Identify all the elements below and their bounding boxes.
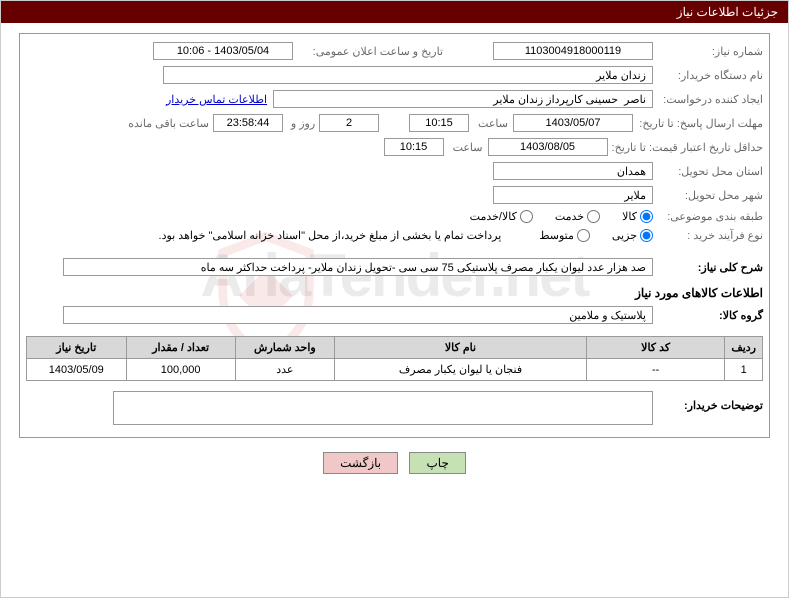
city-label: شهر محل تحویل: bbox=[653, 189, 763, 202]
row-buyer-org: نام دستگاه خریدار: bbox=[26, 66, 763, 84]
validity-time-field[interactable] bbox=[384, 138, 444, 156]
title-bar: جزئیات اطلاعات نیاز bbox=[1, 1, 788, 23]
cat-both-option[interactable]: کالا/خدمت bbox=[470, 210, 533, 223]
row-province: استان محل تحویل: bbox=[26, 162, 763, 180]
td-unit: عدد bbox=[235, 359, 334, 381]
back-button[interactable]: بازگشت bbox=[323, 452, 398, 474]
group-field[interactable] bbox=[63, 306, 653, 324]
row-req-no: شماره نیاز: تاریخ و ساعت اعلان عمومی: bbox=[26, 42, 763, 60]
buyer-notes-label: توضیحات خریدار: bbox=[653, 391, 763, 412]
time-label-2: ساعت bbox=[444, 141, 488, 154]
validity-date-field[interactable] bbox=[488, 138, 608, 156]
td-row: 1 bbox=[725, 359, 763, 381]
proc-med-option[interactable]: متوسط bbox=[539, 229, 590, 242]
th-qty: تعداد / مقدار bbox=[126, 337, 235, 359]
proc-small-radio[interactable] bbox=[640, 229, 653, 242]
th-unit: واحد شمارش bbox=[235, 337, 334, 359]
province-field[interactable] bbox=[493, 162, 653, 180]
announce-label: تاریخ و ساعت اعلان عمومی: bbox=[293, 45, 443, 58]
print-button[interactable]: چاپ bbox=[409, 452, 465, 474]
row-buyer-notes: توضیحات خریدار: bbox=[26, 391, 763, 425]
cat-good-radio[interactable] bbox=[640, 210, 653, 223]
th-row: ردیف bbox=[725, 337, 763, 359]
desc-field[interactable] bbox=[63, 258, 653, 276]
th-code: کد کالا bbox=[586, 337, 724, 359]
row-category: طبقه بندی موضوعی: کالا خدمت کالا/خدمت bbox=[26, 210, 763, 223]
buyer-notes-box[interactable] bbox=[113, 391, 653, 425]
category-label: طبقه بندی موضوعی: bbox=[653, 210, 763, 223]
content-area: شماره نیاز: تاریخ و ساعت اعلان عمومی: نا… bbox=[1, 23, 788, 484]
td-code: -- bbox=[586, 359, 724, 381]
contact-link[interactable]: اطلاعات تماس خریدار bbox=[166, 93, 267, 106]
process-label: نوع فرآیند خرید : bbox=[653, 229, 763, 242]
validity-label: حداقل تاریخ اعتبار قیمت: تا تاریخ: bbox=[608, 141, 763, 154]
category-radio-group: کالا خدمت کالا/خدمت bbox=[452, 210, 653, 223]
group-label: گروه کالا: bbox=[653, 309, 763, 322]
cat-service-option[interactable]: خدمت bbox=[555, 210, 600, 223]
proc-small-option[interactable]: جزیی bbox=[612, 229, 653, 242]
row-deadline: مهلت ارسال پاسخ: تا تاریخ: ساعت روز و سا… bbox=[26, 114, 763, 132]
proc-med-radio[interactable] bbox=[577, 229, 590, 242]
goods-table: ردیف کد کالا نام کالا واحد شمارش تعداد /… bbox=[26, 336, 763, 381]
req-no-label: شماره نیاز: bbox=[653, 45, 763, 58]
buyer-org-label: نام دستگاه خریدار: bbox=[653, 69, 763, 82]
hours-suffix: ساعت باقی مانده bbox=[123, 117, 213, 130]
requester-label: ایجاد کننده درخواست: bbox=[653, 93, 763, 106]
row-process: نوع فرآیند خرید : جزیی متوسط پرداخت تمام… bbox=[26, 229, 763, 242]
days-field[interactable] bbox=[319, 114, 379, 132]
table-row: 1 -- فنجان یا لیوان یکبار مصرف عدد 100,0… bbox=[27, 359, 763, 381]
days-suffix: روز و bbox=[283, 117, 319, 130]
announce-field[interactable] bbox=[153, 42, 293, 60]
time-label-1: ساعت bbox=[469, 117, 513, 130]
province-label: استان محل تحویل: bbox=[653, 165, 763, 178]
deadline-label: مهلت ارسال پاسخ: تا تاریخ: bbox=[633, 117, 763, 130]
th-date: تاریخ نیاز bbox=[27, 337, 127, 359]
hours-field[interactable] bbox=[213, 114, 283, 132]
button-bar: چاپ بازگشت bbox=[19, 452, 770, 474]
deadline-time-field[interactable] bbox=[409, 114, 469, 132]
page-container: AriaTender.net جزئیات اطلاعات نیاز شماره… bbox=[0, 0, 789, 598]
process-radio-group: جزیی متوسط bbox=[521, 229, 653, 242]
goods-section-title: اطلاعات کالاهای مورد نیاز bbox=[26, 286, 763, 300]
td-qty: 100,000 bbox=[126, 359, 235, 381]
title-text: جزئیات اطلاعات نیاز bbox=[677, 5, 778, 19]
row-city: شهر محل تحویل: bbox=[26, 186, 763, 204]
th-name: نام کالا bbox=[335, 337, 587, 359]
city-field[interactable] bbox=[493, 186, 653, 204]
desc-label: شرح کلی نیاز: bbox=[653, 261, 763, 274]
cat-both-radio[interactable] bbox=[520, 210, 533, 223]
row-group: گروه کالا: bbox=[26, 306, 763, 324]
cat-service-radio[interactable] bbox=[587, 210, 600, 223]
deadline-date-field[interactable] bbox=[513, 114, 633, 132]
td-date: 1403/05/09 bbox=[27, 359, 127, 381]
row-requester: ایجاد کننده درخواست: اطلاعات تماس خریدار bbox=[26, 90, 763, 108]
row-desc: شرح کلی نیاز: bbox=[26, 258, 763, 276]
main-frame: شماره نیاز: تاریخ و ساعت اعلان عمومی: نا… bbox=[19, 33, 770, 438]
row-validity: حداقل تاریخ اعتبار قیمت: تا تاریخ: ساعت bbox=[26, 138, 763, 156]
process-note: پرداخت تمام یا بخشی از مبلغ خرید،از محل … bbox=[159, 229, 502, 242]
buyer-org-field[interactable] bbox=[163, 66, 653, 84]
table-header-row: ردیف کد کالا نام کالا واحد شمارش تعداد /… bbox=[27, 337, 763, 359]
td-name: فنجان یا لیوان یکبار مصرف bbox=[335, 359, 587, 381]
req-no-field[interactable] bbox=[493, 42, 653, 60]
requester-field[interactable] bbox=[273, 90, 653, 108]
cat-good-option[interactable]: کالا bbox=[622, 210, 653, 223]
